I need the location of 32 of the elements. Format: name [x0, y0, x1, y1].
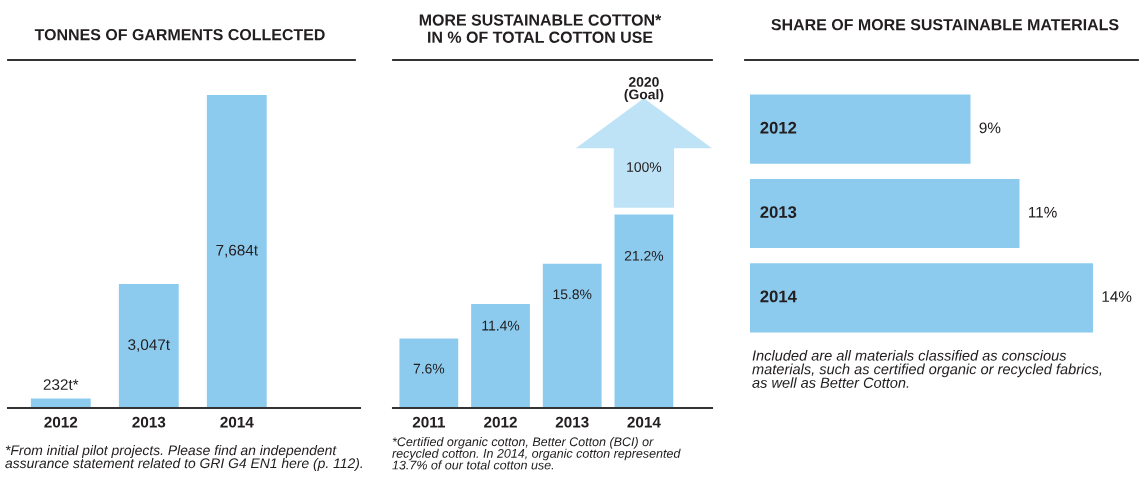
- bar: [471, 303, 530, 408]
- text: Included are all materials classified as conscious materials, such as certified organic or recycled fabrics, as well as Better Cotton.: [752, 350, 1102, 388]
- data-label: 11%: [1029, 206, 1057, 218]
- text: 2020 (Goal): [624, 77, 664, 103]
- text: 100%: [627, 162, 662, 172]
- x-tick-label: 2013: [132, 416, 166, 428]
- data-label: 7.6%: [413, 363, 445, 374]
- x-tick-label: 2012: [44, 416, 78, 428]
- data-label: 7,684t: [216, 244, 258, 258]
- data-label: 11.4%: [482, 320, 520, 331]
- chart-title: MORE SUSTAINABLE COTTON* IN % OF TOTAL COTTON USE: [419, 14, 662, 43]
- data-label: 232t*: [43, 379, 79, 390]
- y-tick-label: 2014: [760, 290, 797, 303]
- bar: [614, 214, 674, 408]
- y-tick-label: 2013: [760, 206, 797, 218]
- x-tick-label: 2013: [555, 416, 589, 428]
- data-label: 15.8%: [553, 289, 592, 300]
- bar: [542, 263, 602, 408]
- data-label: 3,047t: [128, 339, 170, 352]
- x-tick-label: 2014: [220, 416, 254, 428]
- x-tick-label: 2012: [484, 416, 517, 428]
- text: *From initial pilot projects. Please find an independent assurance statement related to GRI G4 EN1 here (p. 112).: [5, 445, 363, 471]
- y-tick-label: 2012: [760, 121, 797, 134]
- data-label: 9%: [979, 122, 1001, 134]
- text: *Certified organic cotton, Better Cotton (BCI) or recycled cotton. In 2014, organic cotton represented 13.7% of our total cotton use.: [392, 437, 681, 470]
- chart-title: TONNES OF GARMENTS COLLECTED: [34, 28, 325, 41]
- x-tick-label: 2011: [412, 416, 445, 428]
- chart-title: SHARE OF MORE SUSTAINABLE MATERIALS: [771, 18, 1119, 31]
- bar: [399, 338, 459, 408]
- x-tick-label: 2014: [627, 416, 661, 428]
- data-label: 14%: [1102, 291, 1132, 302]
- data-label: 21.2%: [624, 250, 664, 261]
